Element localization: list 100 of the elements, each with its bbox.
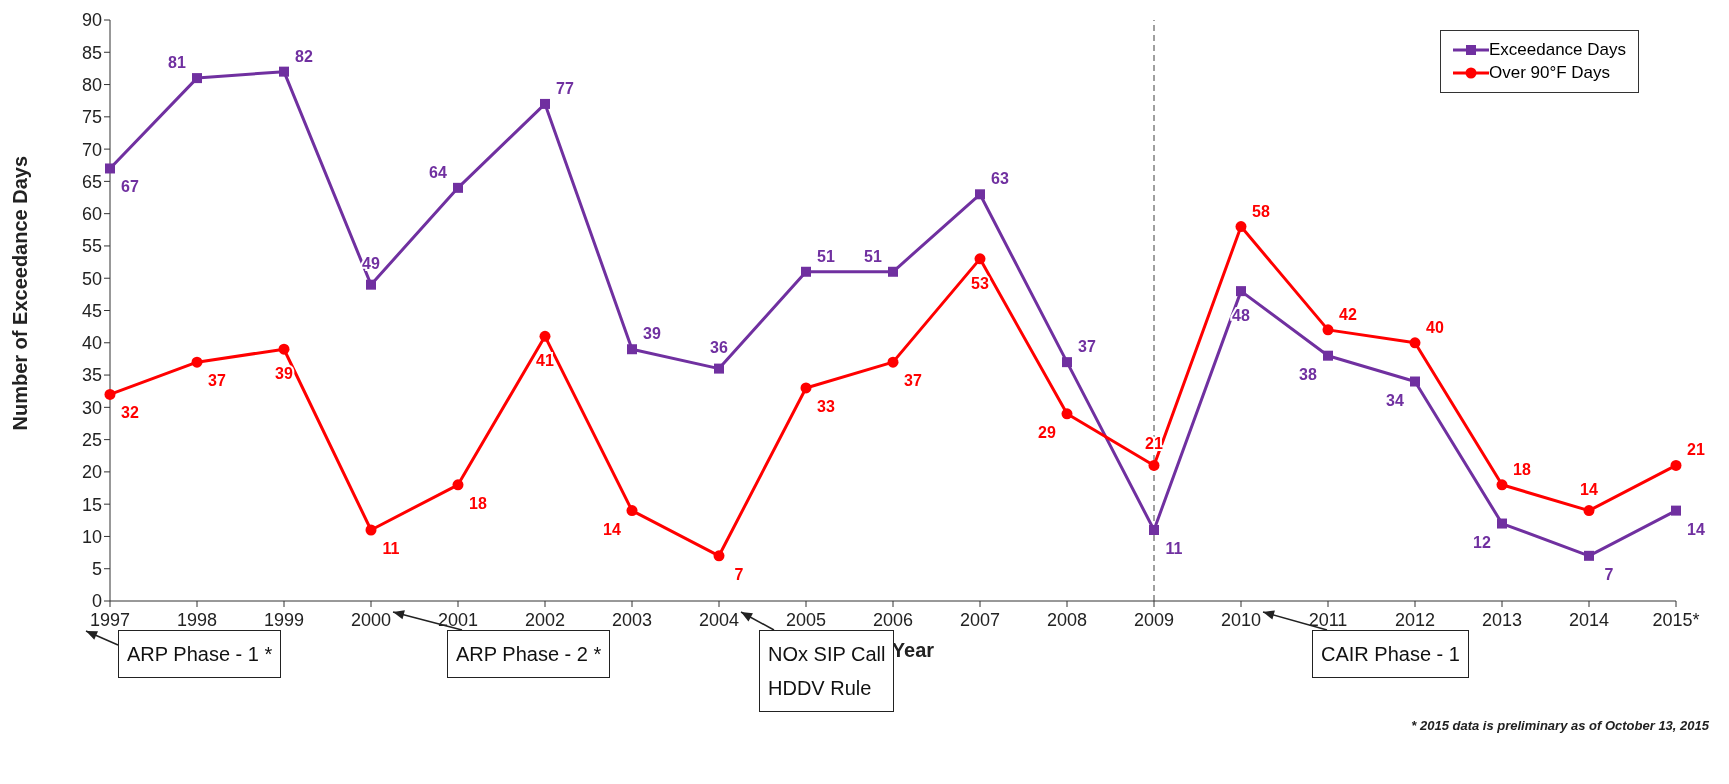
- point: [887, 356, 899, 368]
- point: [104, 388, 116, 400]
- data-label: 11: [382, 539, 400, 557]
- data-label: 18: [1513, 460, 1531, 478]
- data-label: 81: [168, 54, 186, 72]
- point: [1496, 479, 1508, 491]
- data-label: 39: [643, 325, 661, 343]
- x-tick-label: 2011: [1308, 609, 1348, 630]
- data-label: 14: [603, 520, 621, 538]
- y-tick-label: 90: [81, 10, 102, 31]
- x-tick-label: 2010: [1220, 609, 1262, 630]
- point: [1323, 350, 1333, 361]
- data-label: 7: [1604, 565, 1614, 583]
- y-tick-label: 15: [81, 494, 102, 515]
- x-tick-label: 2004: [698, 609, 740, 630]
- x-tick-label: 1998: [176, 609, 218, 630]
- point: [540, 98, 550, 109]
- x-tick-label: 2009: [1133, 609, 1175, 630]
- data-label: 48: [1232, 307, 1250, 325]
- x-tick-label: 1997: [89, 609, 131, 630]
- y-tick-label: 65: [81, 171, 102, 192]
- x-tick-label: 2001: [437, 609, 479, 630]
- data-label: 63: [991, 170, 1009, 188]
- point: [801, 266, 811, 277]
- legend-label: Over 90°F Days: [1488, 63, 1611, 83]
- y-tick-label: 25: [81, 430, 102, 450]
- data-label: 40: [1426, 318, 1444, 336]
- y-tick-label: 0: [91, 591, 102, 612]
- point: [714, 363, 724, 374]
- point: [888, 266, 898, 277]
- callout-box: CAIR Phase - 1: [1312, 630, 1469, 678]
- point: [1061, 408, 1073, 420]
- y-tick-label: 30: [81, 397, 102, 418]
- point: [1497, 518, 1507, 529]
- legend-label: Exceedance Days: [1488, 40, 1626, 60]
- data-label: 37: [1078, 338, 1096, 356]
- x-tick-label: 2014: [1568, 609, 1610, 630]
- point: [105, 163, 115, 174]
- x-tick-label: 2006: [872, 609, 914, 630]
- x-tick-label: 1999: [263, 609, 305, 630]
- data-label: 34: [1386, 391, 1404, 409]
- point: [627, 344, 637, 355]
- data-label: 67: [121, 178, 139, 196]
- data-label: 18: [469, 494, 487, 512]
- data-label: 58: [1252, 202, 1270, 220]
- data-label: 21: [1687, 441, 1705, 459]
- point: [1670, 459, 1682, 471]
- y-tick-label: 10: [81, 526, 102, 547]
- callout-box: NOx SIP Call HDDV Rule: [759, 630, 895, 712]
- y-tick-label: 70: [81, 139, 102, 160]
- data-label: 64: [429, 163, 447, 181]
- point: [279, 66, 289, 77]
- point: [278, 343, 290, 355]
- point: [191, 356, 203, 368]
- x-tick-label: 2013: [1481, 609, 1523, 630]
- y-axis-title: Number of Exceedance Days: [9, 155, 32, 431]
- y-tick-label: 85: [81, 42, 102, 63]
- data-label: 32: [121, 404, 139, 422]
- data-label: 12: [1473, 533, 1491, 551]
- point: [1235, 221, 1247, 233]
- point: [192, 73, 202, 84]
- point: [974, 253, 986, 265]
- point: [539, 330, 551, 342]
- data-label: 51: [817, 247, 835, 265]
- data-label: 53: [971, 274, 989, 292]
- data-label: 82: [295, 47, 313, 65]
- point: [1409, 337, 1421, 349]
- data-label: 29: [1038, 423, 1056, 441]
- data-label: 36: [710, 338, 728, 356]
- point: [713, 550, 725, 562]
- point: [365, 524, 377, 536]
- x-tick-label: 2008: [1046, 609, 1088, 630]
- point: [1062, 357, 1072, 368]
- data-label: 51: [864, 247, 882, 265]
- point: [1322, 324, 1334, 336]
- x-tick-label: 2003: [611, 609, 653, 630]
- point: [800, 382, 812, 394]
- point: [1410, 376, 1420, 387]
- point: [1148, 459, 1160, 471]
- data-label: 38: [1299, 365, 1317, 383]
- point: [1584, 550, 1594, 561]
- point: [452, 479, 464, 491]
- data-label: 33: [817, 397, 835, 415]
- y-tick-label: 40: [81, 333, 102, 354]
- y-tick-label: 80: [81, 74, 102, 95]
- y-tick-label: 50: [81, 268, 102, 289]
- y-tick-label: 5: [91, 559, 102, 580]
- x-tick-label: 2007: [959, 609, 1001, 630]
- y-tick-label: 20: [81, 462, 102, 483]
- x-tick-label: 2005: [785, 609, 827, 630]
- data-label: 77: [556, 79, 574, 97]
- data-label: 41: [536, 352, 554, 370]
- callout-box: ARP Phase - 2 *: [447, 630, 611, 678]
- data-label: 39: [275, 365, 293, 383]
- x-tick-label: 2000: [350, 609, 392, 630]
- callout-box: ARP Phase - 1 *: [118, 630, 282, 678]
- y-tick-label: 75: [81, 107, 102, 128]
- data-label: 42: [1339, 305, 1357, 323]
- point: [1583, 505, 1595, 517]
- data-label: 37: [904, 372, 922, 390]
